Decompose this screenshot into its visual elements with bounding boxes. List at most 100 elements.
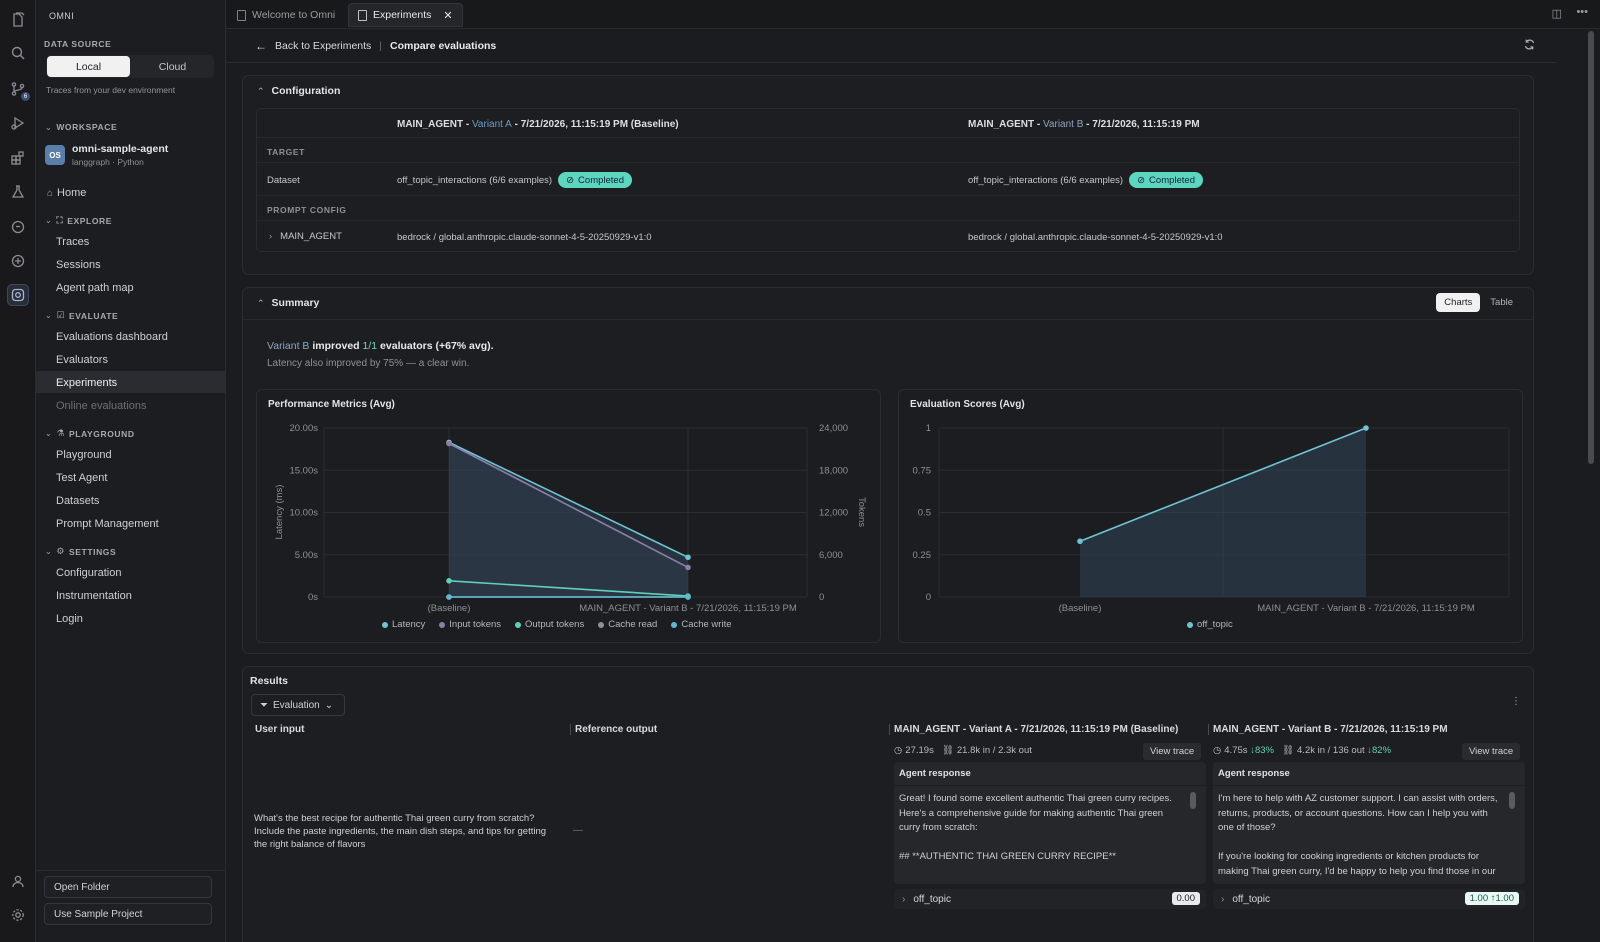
evaluate-label: EVALUATE — [68, 310, 119, 321]
omni-icon[interactable] — [7, 284, 29, 306]
explorer-icon[interactable] — [7, 9, 29, 31]
legend-item[interactable]: Cache read — [598, 619, 657, 630]
workspace-label: WORKSPACE — [56, 122, 118, 132]
account-icon[interactable] — [7, 870, 29, 892]
legend-swatch — [1187, 621, 1193, 628]
sidebar-item-playground[interactable]: Playground — [56, 449, 112, 461]
sidebar-item-test-agent[interactable]: Test Agent — [56, 472, 108, 484]
response-divider — [1213, 785, 1525, 786]
close-icon[interactable]: ✕ — [443, 9, 453, 22]
workspace-name: omni-sample-agent — [72, 143, 169, 155]
use-sample-project-button[interactable]: Use Sample Project — [44, 903, 212, 925]
playground-label: PLAYGROUND — [68, 428, 135, 439]
data-point — [446, 578, 452, 584]
open-folder-button[interactable]: Open Folder — [44, 876, 212, 898]
settings-section[interactable]: ⌄ ⚙ SETTINGS — [45, 546, 116, 557]
arrow-left-icon[interactable]: ← — [255, 39, 267, 53]
tab-experiments[interactable]: Experiments ✕ — [348, 3, 463, 27]
response-text[interactable]: I'm here to help with AZ customer suppor… — [1218, 793, 1498, 877]
variant-b-suffix: - 7/21/2026, 11:15:19 PM — [1083, 119, 1200, 130]
legend-item[interactable]: Latency — [382, 619, 425, 630]
workspace-card[interactable]: OS omni-sample-agent langgraph · Python — [45, 143, 168, 167]
sidebar-item-agent-path-map[interactable]: Agent path map — [56, 282, 134, 294]
more-actions-icon[interactable]: ••• — [1576, 6, 1588, 18]
dataset-b-value: off_topic_interactions (6/6 examples) — [968, 174, 1124, 186]
sidebar-item-traces[interactable]: Traces — [56, 236, 90, 248]
home-icon: ⌂ — [47, 187, 54, 199]
sidebar: OMNI DATA SOURCE Local Cloud Traces from… — [36, 0, 226, 942]
data-source-cloud[interactable]: Cloud — [158, 60, 187, 73]
sidebar-item-datasets[interactable]: Datasets — [56, 495, 100, 507]
explore-section[interactable]: ⌄ ⛶ EXPLORE — [45, 215, 112, 226]
filter-icon: ⏷ — [260, 699, 268, 711]
data-source-local[interactable]: Local — [47, 56, 130, 77]
settings-gear-icon[interactable] — [7, 904, 29, 926]
response-scrollbar[interactable] — [1509, 792, 1515, 809]
sidebar-item-evaluators[interactable]: Evaluators — [56, 354, 108, 366]
sidebar-item-configuration[interactable]: Configuration — [56, 567, 122, 579]
avatar: OS — [45, 145, 65, 165]
sidebar-item-experiments[interactable]: Experiments — [56, 377, 118, 389]
search-icon[interactable] — [7, 42, 29, 64]
tokens-icon: ⛓ — [1281, 745, 1295, 756]
sidebar-item-prompt-management[interactable]: Prompt Management — [56, 518, 159, 530]
sidebar-item-home[interactable]: ⌂ Home — [47, 187, 86, 199]
tab-bar: Welcome to Omni Experiments ✕ ◫ ••• — [226, 0, 1600, 29]
chart-legend: off_topic — [1187, 619, 1233, 630]
main-agent-row[interactable]: › MAIN_AGENT — [269, 231, 342, 242]
split-editor-icon[interactable]: ◫ — [1551, 8, 1562, 20]
refresh-icon[interactable] — [1523, 38, 1536, 54]
charts-toggle[interactable]: Charts — [1436, 293, 1481, 312]
status-text: Completed — [578, 174, 624, 186]
variant-b-evaluator-row[interactable]: › off_topic 1.00 ↑1.00 — [1213, 889, 1525, 909]
legend-item[interactable]: off_topic — [1187, 619, 1233, 630]
chat-icon[interactable] — [7, 216, 29, 238]
summary-header[interactable]: ⌃ Summary — [257, 297, 319, 309]
configuration-header[interactable]: ⌃ Configuration — [257, 85, 340, 97]
legend-item[interactable]: Output tokens — [515, 619, 584, 630]
view-trace-button[interactable]: View trace — [1462, 743, 1521, 760]
table-toggle[interactable]: Table — [1490, 297, 1513, 308]
back-link[interactable]: Back to Experiments — [275, 40, 372, 52]
flask-icon[interactable] — [7, 181, 29, 203]
run-debug-icon[interactable] — [7, 112, 29, 134]
prompt-config-label: PROMPT CONFIG — [267, 205, 347, 215]
x-tick-label: MAIN_AGENT - Variant B - 7/21/2026, 11:1… — [579, 603, 797, 614]
evaluate-section[interactable]: ⌄ ☑ EVALUATE — [45, 310, 118, 321]
more-vertical-icon[interactable]: ⋮ — [1511, 696, 1521, 707]
breadcrumb: ← Back to Experiments | Compare evaluati… — [255, 39, 496, 53]
tab-welcome[interactable]: Welcome to Omni — [228, 3, 344, 27]
variant-a-evaluator-row[interactable]: › off_topic 0.00 — [894, 889, 1206, 909]
legend-item[interactable]: Cache write — [671, 619, 732, 630]
model-a: bedrock / global.anthropic.claude-sonnet… — [397, 232, 652, 243]
evaluation-filter[interactable]: ⏷ Evaluation ⌄ — [251, 694, 345, 716]
playground-section[interactable]: ⌄ ⚗ PLAYGROUND — [45, 428, 135, 439]
x-tick-label: MAIN_AGENT - Variant B - 7/21/2026, 11:1… — [1257, 603, 1475, 614]
dataset-a: off_topic_interactions (6/6 examples) ⊘ C… — [397, 172, 632, 188]
y-right-tick-label: 18,000 — [819, 465, 848, 476]
chart-legend: Latency Input tokens Output tokens Cache re… — [382, 619, 732, 630]
extensions-icon[interactable] — [7, 147, 29, 169]
evaluator-name: off_topic — [913, 893, 951, 905]
checklist-icon: ☑ — [56, 310, 65, 320]
y-right-axis-label: Tokens — [856, 497, 867, 527]
sidebar-item-evaluations-dashboard[interactable]: Evaluations dashboard — [56, 331, 168, 343]
sidebar-item-login[interactable]: Login — [56, 613, 83, 625]
workspace-section[interactable]: ⌄ WORKSPACE — [45, 122, 117, 132]
filter-label: Evaluation — [273, 699, 320, 711]
legend-item[interactable]: Input tokens — [439, 619, 501, 630]
sidebar-item-sessions[interactable]: Sessions — [56, 259, 101, 271]
source-control-badge: 6 — [21, 92, 30, 101]
performance-chart: Performance Metrics (Avg) 0s 0 5.00s 6,000 1… — [256, 389, 881, 643]
y-right-tick-label: 24,000 — [819, 423, 848, 434]
source-control-icon[interactable]: 6 — [7, 78, 30, 101]
response-scrollbar[interactable] — [1190, 792, 1196, 809]
response-text[interactable]: Great! I found some excellent authentic … — [899, 793, 1172, 862]
view-trace-button[interactable]: View trace — [1143, 743, 1202, 760]
vertical-scrollbar[interactable] — [1588, 31, 1594, 464]
remote-icon[interactable] — [7, 250, 29, 272]
clock-icon: ◷ — [894, 745, 903, 756]
sidebar-item-instrumentation[interactable]: Instrumentation — [56, 590, 132, 602]
sidebar-item-online-evaluations[interactable]: Online evaluations — [56, 400, 147, 412]
legend-swatch — [598, 621, 605, 628]
